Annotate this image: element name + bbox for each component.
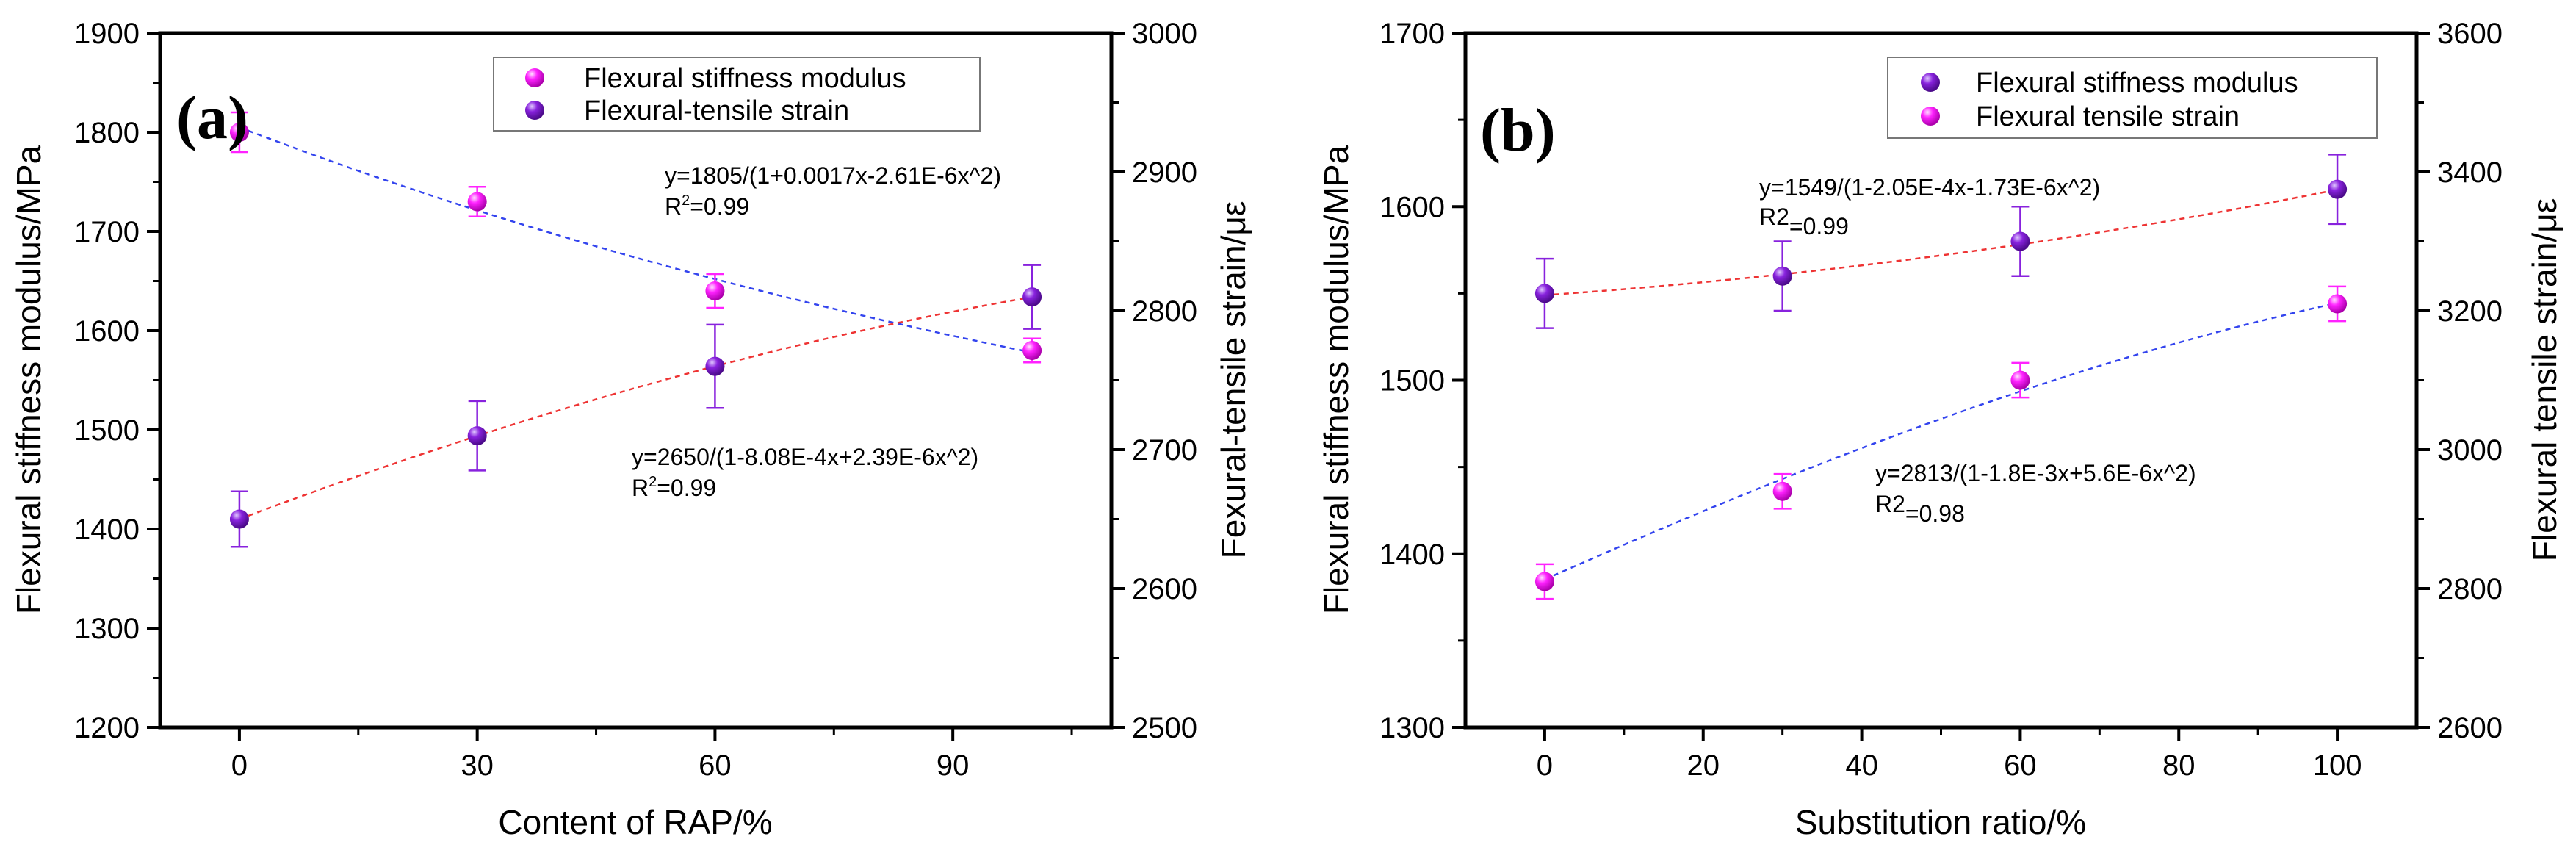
data-point-stiffness-b (1534, 284, 1554, 303)
data-point-strain-b (1772, 481, 1792, 501)
data-point-stiffness-a (467, 192, 487, 212)
plot-frame-a (158, 31, 1114, 730)
right-y-tick-label-a: 2900 (1132, 156, 1197, 189)
left-y-tick-label-b: 1300 (1379, 712, 1445, 744)
fit-equation-stiffness-a: y=1805/(1+0.0017x-2.61E-6x^2) (665, 162, 1001, 189)
left-y-axis-title-b: Flexural stiffness modulus/MPa (1317, 145, 1355, 614)
data-points-b (1534, 154, 2348, 600)
fit-r2-strain-b: R2=0.98 (1875, 491, 1965, 527)
panel-label-a: (a) (176, 84, 248, 152)
data-point-stiffness-b (2010, 231, 2030, 251)
left-y-tick-label-a: 1500 (74, 414, 140, 447)
left-y-tick-labels-b: 1300 1400 1500 1600 1700 (1379, 18, 1445, 744)
legend-label-strain-b: Flexural tensile strain (1976, 101, 2240, 132)
left-y-tick-label-a: 1400 (74, 514, 140, 546)
right-y-tick-label-a: 2700 (1132, 434, 1197, 467)
left-y-tick-label-a: 1900 (74, 18, 140, 50)
data-point-strain-b (1534, 572, 1554, 591)
data-point-strain-b (2328, 294, 2348, 314)
fit-curve-stiffness-a (239, 126, 1033, 354)
left-y-axis-title-a: Flexural stiffness modulus/MPa (10, 145, 48, 614)
left-y-tick-label-a: 1700 (74, 216, 140, 248)
right-y-tick-label-a: 2600 (1132, 573, 1197, 605)
legend-b: Flexural stiffness modulus Flexural tens… (1887, 57, 2378, 139)
legend-box-b (1887, 57, 2378, 139)
right-y-tick-labels-a: 2500 2600 2700 2800 2900 3000 (1132, 18, 1197, 744)
x-tick-labels-b: 0 20 40 60 80 100 (1537, 749, 2362, 782)
fit-curve-strain-b (1544, 302, 2338, 580)
fit-curve-stiffness-b (1544, 188, 2338, 296)
x-tick-label-b: 60 (2004, 749, 2037, 782)
fit-equation-strain-a: y=2650/(1-8.08E-4x+2.39E-6x^2) (632, 444, 978, 470)
right-y-tick-label-b: 3200 (2437, 295, 2503, 328)
data-point-stiffness-b (2328, 179, 2348, 199)
data-point-strain-a (1022, 287, 1042, 307)
legend-a: Flexural stiffness modulus Flexural-tens… (493, 57, 981, 132)
data-point-strain-b (2010, 370, 2030, 390)
right-y-tick-label-b: 3000 (2437, 434, 2503, 467)
legend-marker-stiffness-a (525, 68, 544, 87)
data-point-strain-a (229, 509, 249, 529)
x-tick-label-a: 30 (461, 749, 494, 782)
fit-r2-strain-a: R2=0.99 (632, 474, 716, 501)
legend-marker-strain-a (525, 101, 544, 120)
legend-label-strain-a: Flexural-tensile strain (584, 96, 849, 126)
tick-marks-b (1452, 32, 2430, 741)
legend-marker-strain-b (1921, 107, 1940, 126)
right-y-axis-title-b: Flexural tensile strain/με (2525, 198, 2564, 561)
data-point-stiffness-b (1772, 266, 1792, 286)
x-tick-label-b: 0 (1537, 749, 1553, 782)
right-y-tick-label-b: 3600 (2437, 18, 2503, 50)
right-y-tick-label-a: 2800 (1132, 295, 1197, 328)
x-tick-label-b: 20 (1687, 749, 1720, 782)
fit-curve-strain-a (239, 296, 1033, 520)
fit-equation-strain-b: y=2813/(1-1.8E-3x+5.6E-6x^2) (1875, 460, 2196, 486)
x-tick-label-b: 80 (2162, 749, 2196, 782)
left-y-tick-label-a: 1800 (74, 117, 140, 149)
tick-marks-a (147, 32, 1125, 741)
left-y-tick-label-b: 1700 (1379, 18, 1445, 50)
left-y-tick-label-b: 1500 (1379, 365, 1445, 397)
left-y-tick-label-a: 1200 (74, 712, 140, 744)
data-point-stiffness-a (1022, 341, 1042, 360)
x-tick-label-b: 40 (1845, 749, 1878, 782)
right-y-tick-labels-b: 2600 2800 3000 3200 3400 3600 (2437, 18, 2503, 744)
right-y-axis-title-a: Fexural-tensile strain/με (1214, 201, 1252, 559)
x-tick-labels-a: 0 30 60 90 (231, 749, 970, 782)
left-y-tick-label-a: 1300 (74, 613, 140, 645)
chart-panel-b: 0 20 40 60 80 100 1300 1400 1500 1600 1700 2600 28… (1317, 18, 2564, 841)
legend-marker-stiffness-b (1921, 73, 1940, 92)
fit-curves-b (1544, 188, 2338, 580)
data-point-stiffness-a (229, 123, 249, 142)
x-tick-label-b: 100 (2313, 749, 2362, 782)
right-y-tick-label-b: 2800 (2437, 573, 2503, 605)
data-points-a (229, 111, 1042, 548)
left-y-tick-labels-a: 1200 1300 1400 1500 1600 1700 1800 1900 (74, 18, 140, 744)
right-y-tick-label-a: 2500 (1132, 712, 1197, 744)
data-point-strain-a (705, 356, 725, 376)
data-point-stiffness-a (705, 281, 725, 300)
fit-r2-stiffness-b: R2=0.99 (1759, 204, 1849, 240)
fit-equation-stiffness-b: y=1549/(1-2.05E-4x-1.73E-6x^2) (1759, 174, 2100, 201)
legend-box-a (493, 57, 981, 132)
x-tick-label-a: 60 (699, 749, 732, 782)
left-y-tick-label-b: 1400 (1379, 539, 1445, 571)
chart-panel-a: 0 30 60 90 1200 1300 1400 1500 1600 1700 1800 1900… (10, 18, 1252, 841)
panel-label-b: (b) (1480, 96, 1556, 165)
legend-label-stiffness-a: Flexural stiffness modulus (584, 63, 906, 94)
x-axis-title-b: Substitution ratio/% (1795, 803, 2086, 841)
x-tick-label-a: 0 (231, 749, 248, 782)
right-y-tick-label-a: 3000 (1132, 18, 1197, 50)
fit-r2-stiffness-a: R2=0.99 (665, 192, 749, 220)
right-y-tick-label-b: 2600 (2437, 712, 2503, 744)
x-tick-label-a: 90 (937, 749, 970, 782)
right-y-tick-label-b: 3400 (2437, 156, 2503, 189)
x-axis-title-a: Content of RAP/% (498, 803, 772, 841)
left-y-tick-label-a: 1600 (74, 315, 140, 348)
legend-label-stiffness-b: Flexural stiffness modulus (1976, 68, 2298, 98)
left-y-tick-label-b: 1600 (1379, 191, 1445, 223)
data-point-strain-a (467, 426, 487, 446)
fit-curves-a (239, 126, 1033, 520)
